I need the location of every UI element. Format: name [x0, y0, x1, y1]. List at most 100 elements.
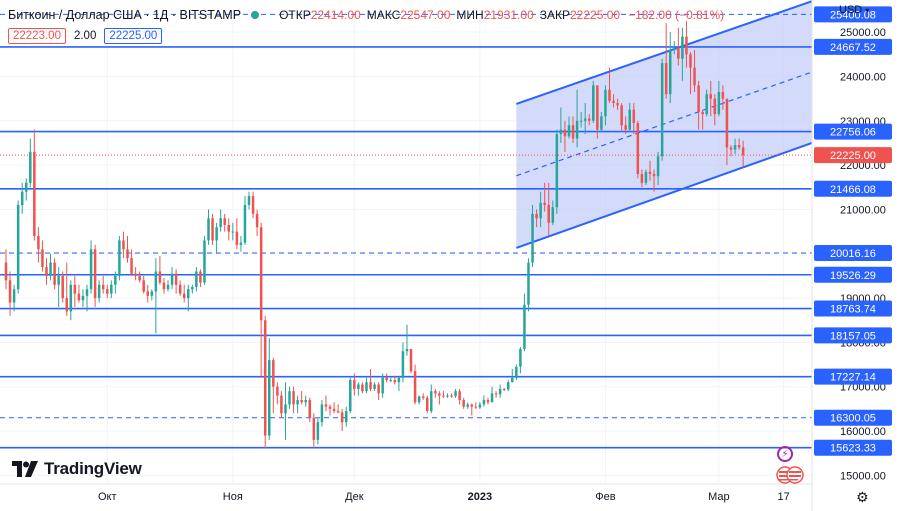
candle-body — [612, 100, 615, 104]
tradingview-logo-icon — [12, 461, 38, 477]
candle-body — [227, 224, 231, 232]
candle-body — [693, 67, 696, 86]
candle-body — [296, 400, 299, 405]
bid-ask-row: 22223.00 2.00 22225.00 — [8, 28, 163, 44]
us-flag-events-icon[interactable] — [776, 466, 804, 484]
candle-body — [308, 400, 312, 418]
candle-body — [454, 391, 457, 397]
candle-body — [583, 118, 587, 121]
candle-body — [587, 118, 591, 121]
candle-body — [741, 147, 745, 156]
candle-body — [389, 380, 393, 382]
candle-body — [535, 213, 538, 219]
bid-price-box[interactable]: 22223.00 — [8, 28, 66, 44]
candle-body — [114, 275, 117, 285]
y-tick-label: 15000.00 — [840, 470, 886, 482]
x-tick-label: Фев — [595, 491, 615, 503]
candle-body — [506, 382, 510, 390]
candle-body — [717, 91, 721, 115]
market-status-icon — [251, 11, 260, 19]
candle-body — [523, 304, 526, 350]
currency-selector[interactable]: USD ▾ — [839, 4, 869, 16]
horizontal-levels[interactable] — [0, 13, 812, 449]
candle-body — [446, 395, 449, 397]
candle-body — [203, 240, 206, 283]
candle-body — [596, 85, 599, 130]
level-price-label: 22756.06 — [830, 127, 876, 139]
candle-body — [559, 129, 563, 135]
candle-body — [519, 349, 522, 367]
candle-body — [154, 271, 158, 292]
candle-body — [660, 63, 664, 157]
candle-body — [652, 173, 656, 177]
gear-icon[interactable]: ⚙ — [856, 489, 869, 505]
candle-body — [385, 377, 388, 381]
open-label: ОТКР — [279, 8, 311, 22]
open-value: 22414.00 — [310, 8, 361, 22]
candle-body — [300, 400, 303, 403]
candle-body — [16, 205, 20, 290]
candle-body — [575, 120, 579, 139]
candle-body — [709, 94, 712, 99]
candle-body — [579, 120, 583, 122]
candle-body — [328, 406, 332, 409]
candle-body — [644, 171, 648, 183]
candle-body — [146, 291, 150, 296]
candle-body — [733, 145, 737, 150]
candle-body — [608, 89, 611, 101]
candle-body — [150, 291, 154, 296]
candle-body — [685, 36, 688, 55]
level-price-label-bg — [814, 245, 892, 262]
candle-body — [381, 377, 384, 394]
candle-body — [61, 275, 64, 299]
candle-body — [199, 271, 202, 283]
candle-body — [498, 388, 502, 395]
candle-body — [263, 320, 267, 436]
level-price-label: 19526.29 — [830, 270, 876, 282]
candle-body — [41, 249, 44, 268]
candle-body — [284, 404, 287, 414]
candle-body — [324, 404, 328, 407]
candle-body — [539, 202, 542, 219]
candles[interactable] — [4, 21, 745, 449]
candle-body — [166, 284, 170, 290]
level-price-label-bg — [814, 180, 892, 197]
symbol-title[interactable]: Биткоин / Доллар США · 1Д · BITSTAMP — [8, 8, 242, 22]
candle-body — [701, 111, 704, 115]
candle-body — [405, 349, 409, 352]
candle-body — [664, 63, 668, 95]
candle-body — [219, 218, 222, 228]
x-tick-label: Окт — [98, 491, 117, 503]
y-tick-label: 17000.00 — [840, 382, 886, 394]
candle-body — [373, 384, 376, 389]
candle-body — [239, 242, 243, 245]
level-price-label: 16300.05 — [830, 413, 876, 425]
candle-body — [681, 36, 684, 59]
level-price-label: 18763.74 — [830, 304, 876, 316]
candle-body — [178, 284, 182, 294]
lightning-icon[interactable]: ⚡ — [777, 446, 793, 462]
candle-body — [195, 271, 198, 287]
candle-body — [182, 293, 186, 299]
level-price-label-bg — [814, 38, 892, 55]
tradingview-logo[interactable]: TradingView — [12, 459, 142, 479]
channel-fill — [516, 1, 812, 248]
candle-body — [215, 227, 218, 241]
candle-body — [421, 396, 425, 398]
x-tick-label: Мар — [708, 491, 730, 503]
price-channel[interactable] — [515, 0, 813, 249]
ask-price-box[interactable]: 22225.00 — [104, 28, 163, 44]
level-price-label: 17227.14 — [830, 372, 876, 384]
candle-body — [353, 380, 356, 389]
candle-body — [511, 377, 514, 383]
candle-body — [490, 393, 494, 403]
candle-body — [551, 207, 555, 223]
level-price-label: 18157.05 — [830, 330, 876, 342]
candle-body — [442, 395, 445, 397]
candle-body — [170, 273, 174, 285]
candle-body — [247, 196, 251, 206]
candle-body — [97, 284, 101, 299]
candle-body — [126, 249, 129, 259]
candle-body — [636, 123, 640, 174]
